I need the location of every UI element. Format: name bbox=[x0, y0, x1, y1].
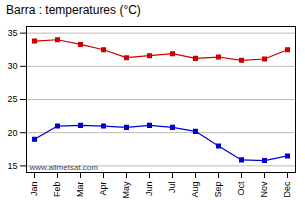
svg-text:30: 30 bbox=[7, 61, 17, 71]
svg-text:www.allmetsat.com: www.allmetsat.com bbox=[29, 163, 99, 172]
svg-text:20: 20 bbox=[7, 128, 17, 138]
svg-text:Mar: Mar bbox=[75, 181, 85, 197]
svg-text:Jun: Jun bbox=[144, 182, 154, 197]
svg-text:Sep: Sep bbox=[213, 182, 223, 198]
svg-text:15: 15 bbox=[7, 161, 17, 171]
html-text:Barra : temperatures (°C): Barra : temperatures (°C) bbox=[6, 3, 141, 17]
svg-text:25: 25 bbox=[7, 94, 17, 104]
svg-text:Feb: Feb bbox=[52, 182, 62, 198]
svg-text:Aug: Aug bbox=[190, 182, 200, 198]
svg-text:Apr: Apr bbox=[98, 182, 108, 196]
svg-text:Oct: Oct bbox=[236, 181, 246, 196]
svg-text:Jan: Jan bbox=[29, 182, 39, 197]
svg-text:May: May bbox=[121, 181, 131, 198]
svg-text:Dec: Dec bbox=[282, 181, 292, 198]
svg-text:Nov: Nov bbox=[259, 181, 269, 198]
svg-text:35: 35 bbox=[7, 28, 17, 38]
svg-text:Jul: Jul bbox=[167, 182, 177, 194]
